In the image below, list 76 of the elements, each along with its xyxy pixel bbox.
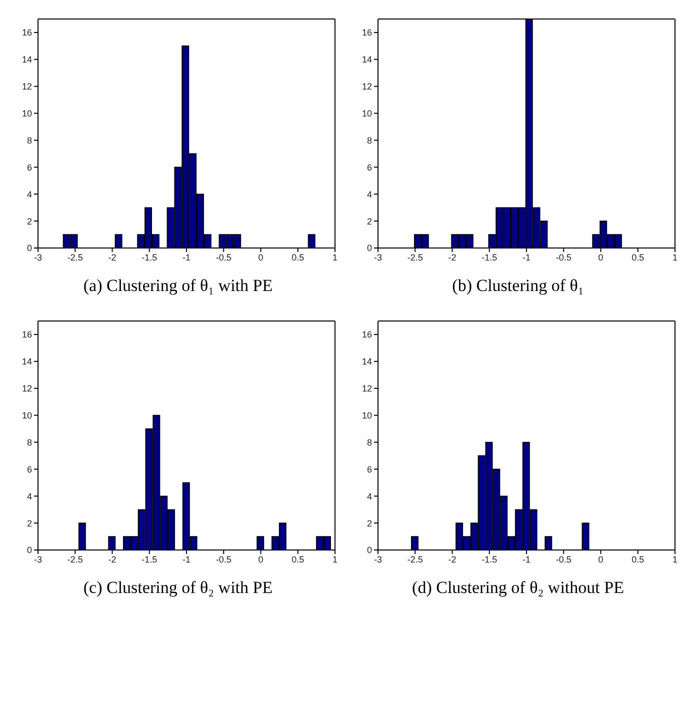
- x-tick-label: -1.5: [482, 252, 498, 262]
- x-tick-label: 0: [258, 252, 264, 262]
- x-tick-label: -2.5: [407, 252, 423, 262]
- y-tick-label: 14: [362, 54, 372, 65]
- y-tick-label: 0: [366, 243, 372, 254]
- x-tick-label: -1: [182, 252, 191, 262]
- y-tick-label: 6: [26, 464, 32, 475]
- y-tick-label: 4: [26, 492, 32, 502]
- x-tick-label: -1.5: [142, 554, 158, 565]
- y-tick-label: 6: [366, 162, 372, 172]
- x-tick-label: 1: [332, 554, 338, 565]
- x-tick-label: 0: [598, 554, 604, 565]
- x-tick-label: -1.5: [482, 554, 498, 565]
- x-tick-label: 1: [672, 554, 678, 565]
- x-tick-label: -1: [182, 554, 191, 565]
- x-tick-label: -1: [522, 554, 531, 565]
- y-tick-label: 0: [26, 546, 32, 556]
- y-tick-label: 0: [366, 546, 372, 556]
- text: (c) Clustering of θ₂ with PE: [82, 577, 274, 599]
- x-tick-label: 0.5: [292, 252, 304, 262]
- x-tick-label: -2.5: [407, 554, 423, 565]
- x-tick-label: -1: [522, 252, 531, 262]
- y-tick-label: 6: [26, 162, 32, 172]
- y-tick-label: 14: [22, 54, 32, 65]
- x-tick-label: -0.5: [556, 252, 572, 262]
- x-tick-label: -2: [108, 252, 116, 262]
- x-tick-label: -0.5: [216, 554, 232, 565]
- y-tick-label: 2: [26, 518, 32, 529]
- x-tick-label: -3: [34, 252, 42, 262]
- y-tick-label: 14: [22, 356, 32, 367]
- y-tick-label: 2: [366, 518, 372, 529]
- y-tick-label: 4: [366, 189, 372, 200]
- y-tick-label: 12: [362, 82, 372, 92]
- x-tick-label: -2.5: [67, 554, 83, 565]
- y-tick-label: 16: [362, 330, 372, 340]
- x-tick-label: 1: [332, 252, 338, 262]
- y-tick-label: 10: [22, 410, 32, 421]
- x-tick-label: -0.5: [556, 554, 572, 565]
- y-tick-label: 16: [22, 28, 32, 38]
- x-tick-label: -2: [448, 554, 456, 565]
- y-tick-label: 8: [366, 135, 372, 146]
- x-tick-label: 0.5: [632, 554, 644, 565]
- y-tick-label: 4: [366, 492, 372, 502]
- y-tick-label: 16: [22, 330, 32, 340]
- y-tick-label: 4: [26, 189, 32, 200]
- y-tick-label: 12: [22, 384, 32, 394]
- x-tick-label: -2: [448, 252, 456, 262]
- x-tick-label: -2.5: [67, 252, 83, 262]
- x-tick-label: 1: [672, 252, 678, 262]
- x-tick-label: 0: [598, 252, 604, 262]
- text: (d) Clustering of θ₂ without PE: [411, 577, 625, 599]
- y-tick-label: 8: [26, 438, 32, 448]
- x-tick-label: -0.5: [216, 252, 232, 262]
- y-tick-label: 2: [26, 216, 32, 226]
- x-tick-label: -3: [374, 554, 382, 565]
- x-tick-label: -1.5: [142, 252, 158, 262]
- y-tick-label: 2: [366, 216, 372, 226]
- x-tick-label: 0.5: [292, 554, 304, 565]
- x-tick-label: 0: [258, 554, 264, 565]
- y-tick-label: 10: [22, 108, 32, 118]
- text: (b) Clustering of θ₁: [451, 275, 585, 296]
- y-tick-label: 10: [362, 108, 372, 118]
- x-tick-label: -3: [34, 554, 42, 565]
- x-tick-label: 0.5: [632, 252, 644, 262]
- x-tick-label: -3: [374, 252, 382, 262]
- y-tick-label: 12: [362, 384, 372, 394]
- y-tick-label: 0: [26, 243, 32, 254]
- y-tick-label: 14: [362, 356, 372, 367]
- y-tick-label: 6: [366, 464, 372, 475]
- y-tick-label: 10: [362, 410, 372, 421]
- x-tick-label: -2: [108, 554, 116, 565]
- y-tick-label: 12: [22, 82, 32, 92]
- y-tick-label: 8: [366, 438, 372, 448]
- y-tick-label: 8: [26, 135, 32, 146]
- text: (a) Clustering of θ₁ with PE: [82, 275, 274, 296]
- y-tick-label: 16: [362, 28, 372, 38]
